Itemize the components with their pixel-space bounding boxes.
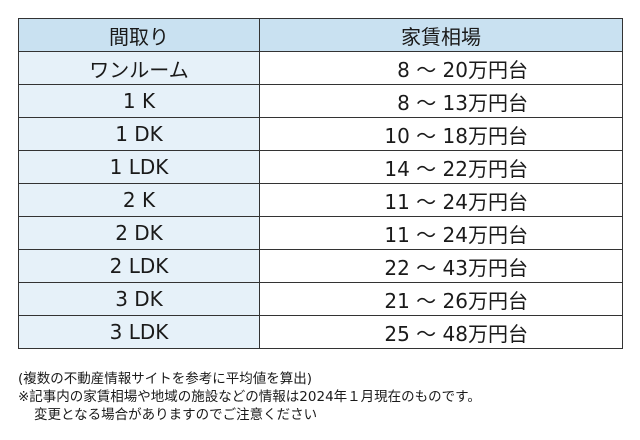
table-row: 2 DK 11 〜 24万円台	[18, 216, 623, 250]
rent-cell: 21 〜 26万円台	[259, 282, 623, 316]
layout-cell: 1 K	[18, 84, 260, 118]
layout-cell: 2 K	[18, 183, 260, 217]
rent-cell: 22 〜 43万円台	[259, 249, 623, 283]
disclaimer-note-continued: 変更となる場合がありますのでご注意ください	[34, 407, 318, 423]
layout-cell: 1 DK	[18, 117, 260, 151]
rent-cell: 11 〜 24万円台	[259, 183, 623, 217]
notes: (複数の不動産情報サイトを参考に平均値を算出) ※記事内の家賃相場や地域の施設な…	[18, 370, 628, 424]
source-note: (複数の不動産情報サイトを参考に平均値を算出)	[18, 371, 313, 387]
table-row: 2 LDK 22 〜 43万円台	[18, 249, 623, 283]
header-layout: 間取り	[18, 18, 260, 52]
rent-cell: 8 〜 20万円台	[259, 51, 623, 85]
rent-cell: 8 〜 13万円台	[259, 84, 623, 118]
header-rent: 家賃相場	[259, 18, 623, 52]
rent-cell: 14 〜 22万円台	[259, 150, 623, 184]
table-row: 3 DK 21 〜 26万円台	[18, 282, 623, 316]
rent-cell: 10 〜 18万円台	[259, 117, 623, 151]
table-row: 3 LDK 25 〜 48万円台	[18, 315, 623, 349]
layout-cell: 2 LDK	[18, 249, 260, 283]
disclaimer-note: ※記事内の家賃相場や地域の施設などの情報は2024年１月現在のものです。	[18, 389, 481, 405]
table-row: 1 DK 10 〜 18万円台	[18, 117, 623, 151]
layout-cell: ワンルーム	[18, 51, 260, 85]
rent-cell: 25 〜 48万円台	[259, 315, 623, 349]
table-header-row: 間取り 家賃相場	[18, 18, 623, 52]
rent-cell: 11 〜 24万円台	[259, 216, 623, 250]
layout-cell: 3 LDK	[18, 315, 260, 349]
table-row: 1 LDK 14 〜 22万円台	[18, 150, 623, 184]
table-row: 1 K 8 〜 13万円台	[18, 84, 623, 118]
layout-cell: 1 LDK	[18, 150, 260, 184]
rent-table: 間取り 家賃相場 ワンルーム 8 〜 20万円台 1 K 8 〜 13万円台 1…	[18, 18, 623, 349]
table-row: ワンルーム 8 〜 20万円台	[18, 51, 623, 85]
layout-cell: 2 DK	[18, 216, 260, 250]
layout-cell: 3 DK	[18, 282, 260, 316]
table-row: 2 K 11 〜 24万円台	[18, 183, 623, 217]
